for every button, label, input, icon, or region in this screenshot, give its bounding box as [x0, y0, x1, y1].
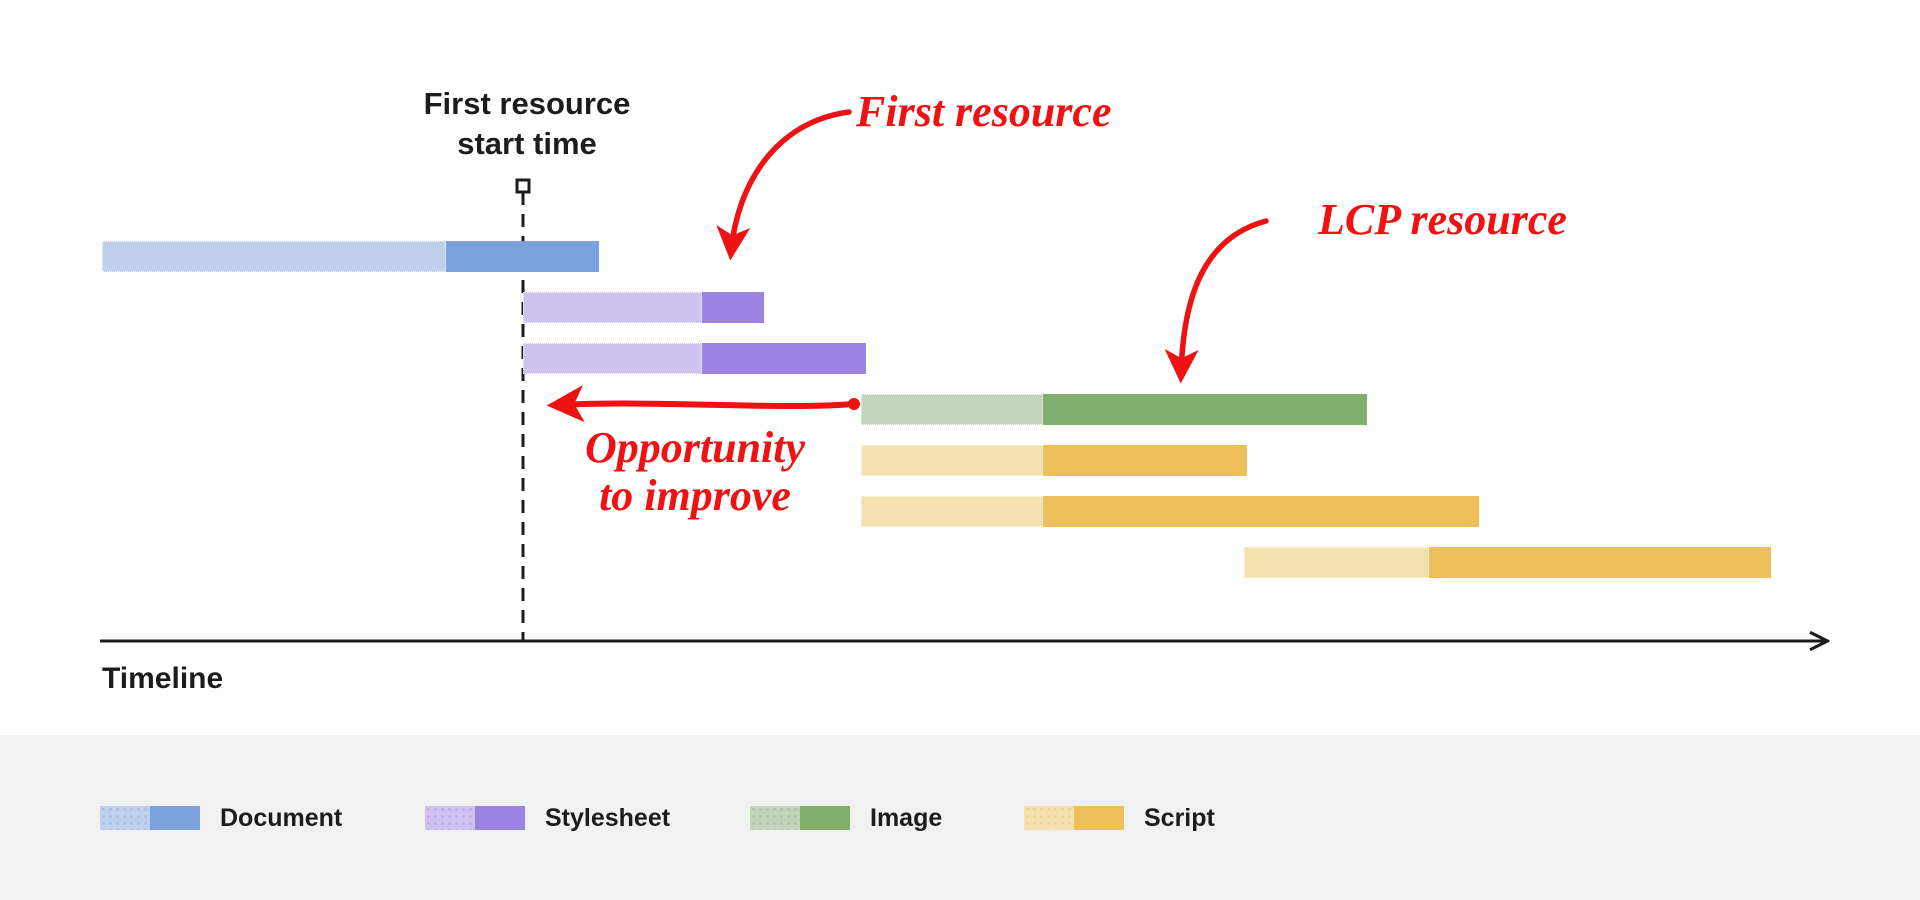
first-resource-arrow: [716, 109, 852, 261]
legend-swatch-image: [750, 806, 850, 830]
waterfall-bar-image-row4: [861, 394, 1367, 425]
bar-load-time-segment: [446, 241, 599, 272]
legend-swatch-light-half: [100, 806, 150, 830]
start-line-handle-icon: [515, 178, 531, 194]
waterfall-bar-script-row7: [1244, 547, 1771, 578]
bar-load-delay-segment: [861, 445, 1043, 476]
waterfall-bar-script-row5: [861, 445, 1247, 476]
opportunity-arrow: [546, 385, 856, 423]
waterfall-bar-stylesheet-row3: [523, 343, 866, 374]
legend-swatch-light-half: [425, 806, 475, 830]
legend-swatch-script: [1024, 806, 1124, 830]
legend-label-document: Document: [220, 803, 343, 832]
lcp-resource-annotation: LCP resource: [1318, 195, 1567, 244]
legend-item-document: Document: [100, 803, 343, 832]
legend-item-image: Image: [750, 803, 943, 832]
bar-load-delay-segment: [861, 496, 1043, 527]
bar-load-time-segment: [702, 343, 866, 374]
timeline-axis-label: Timeline: [102, 662, 224, 695]
bar-load-time-segment: [1043, 394, 1367, 425]
bar-load-delay-segment: [523, 343, 702, 374]
legend-swatch-light-half: [750, 806, 800, 830]
bar-load-time-segment: [1429, 547, 1771, 578]
opportunity-line2: to improve: [599, 471, 791, 520]
legend-swatch-dark-half: [150, 806, 200, 830]
bar-load-delay-segment: [523, 292, 702, 323]
legend-swatch-dark-half: [475, 806, 525, 830]
waterfall-bar-script-row6: [861, 496, 1479, 527]
legend-swatch-dark-half: [1074, 806, 1124, 830]
legend-swatch-light-half: [1024, 806, 1074, 830]
opportunity-to-improve-annotation: Opportunity to improve: [585, 424, 805, 520]
opportunity-line1: Opportunity: [584, 423, 806, 472]
legend-swatch-document: [100, 806, 200, 830]
first-resource-start-time-line2: start time: [457, 126, 597, 161]
legend-item-script: Script: [1024, 803, 1215, 832]
legend-swatch-dark-half: [800, 806, 850, 830]
legend-band: [0, 735, 1920, 900]
waterfall-bar-stylesheet-row2: [523, 292, 764, 323]
first-resource-annotation: First resource: [856, 87, 1112, 136]
legend-swatch-stylesheet: [425, 806, 525, 830]
legend-label-image: Image: [870, 803, 943, 832]
opportunity-arrow-origin-dot: [848, 398, 860, 410]
legend-item-stylesheet: Stylesheet: [425, 803, 671, 832]
bar-load-delay-segment: [861, 394, 1043, 425]
bar-load-time-segment: [1043, 445, 1247, 476]
first-resource-start-time-line1: First resource: [423, 86, 631, 121]
bar-load-time-segment: [702, 292, 764, 323]
bar-load-time-segment: [1043, 496, 1479, 527]
legend-label-stylesheet: Stylesheet: [545, 803, 671, 832]
first-resource-start-time-label: First resource start time: [424, 84, 631, 164]
bar-load-delay-segment: [1244, 547, 1429, 578]
lcp-resource-arrow: [1164, 218, 1269, 384]
bar-load-delay-segment: [102, 241, 446, 272]
legend-label-script: Script: [1144, 803, 1215, 832]
waterfall-bar-document-row1: [102, 241, 599, 272]
